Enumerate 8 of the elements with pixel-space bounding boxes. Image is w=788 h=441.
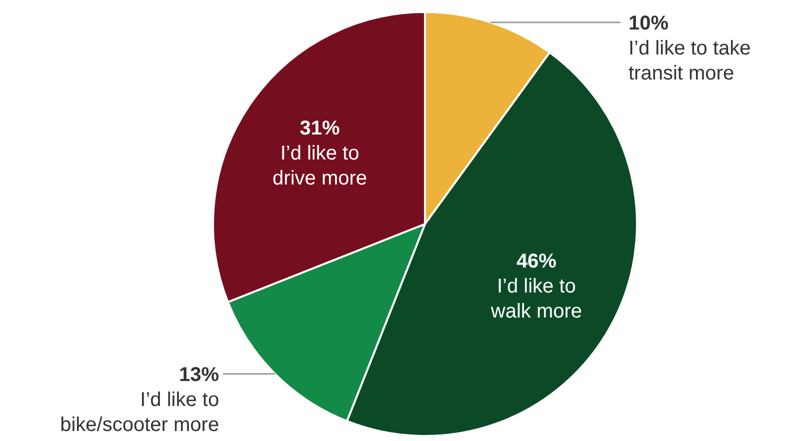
slice-label: I’d like to take transit more: [628, 37, 751, 84]
data-label: 10%: [628, 12, 669, 34]
data-label: 46%: [516, 250, 557, 272]
data-label: 31%: [300, 118, 340, 140]
slice-label: I’d like to walk more: [490, 275, 582, 322]
slice-label: I’d like to drive more: [272, 142, 368, 190]
data-label: 13%: [179, 364, 220, 386]
slice-label: I’d like to bike/scooter more: [60, 388, 220, 436]
